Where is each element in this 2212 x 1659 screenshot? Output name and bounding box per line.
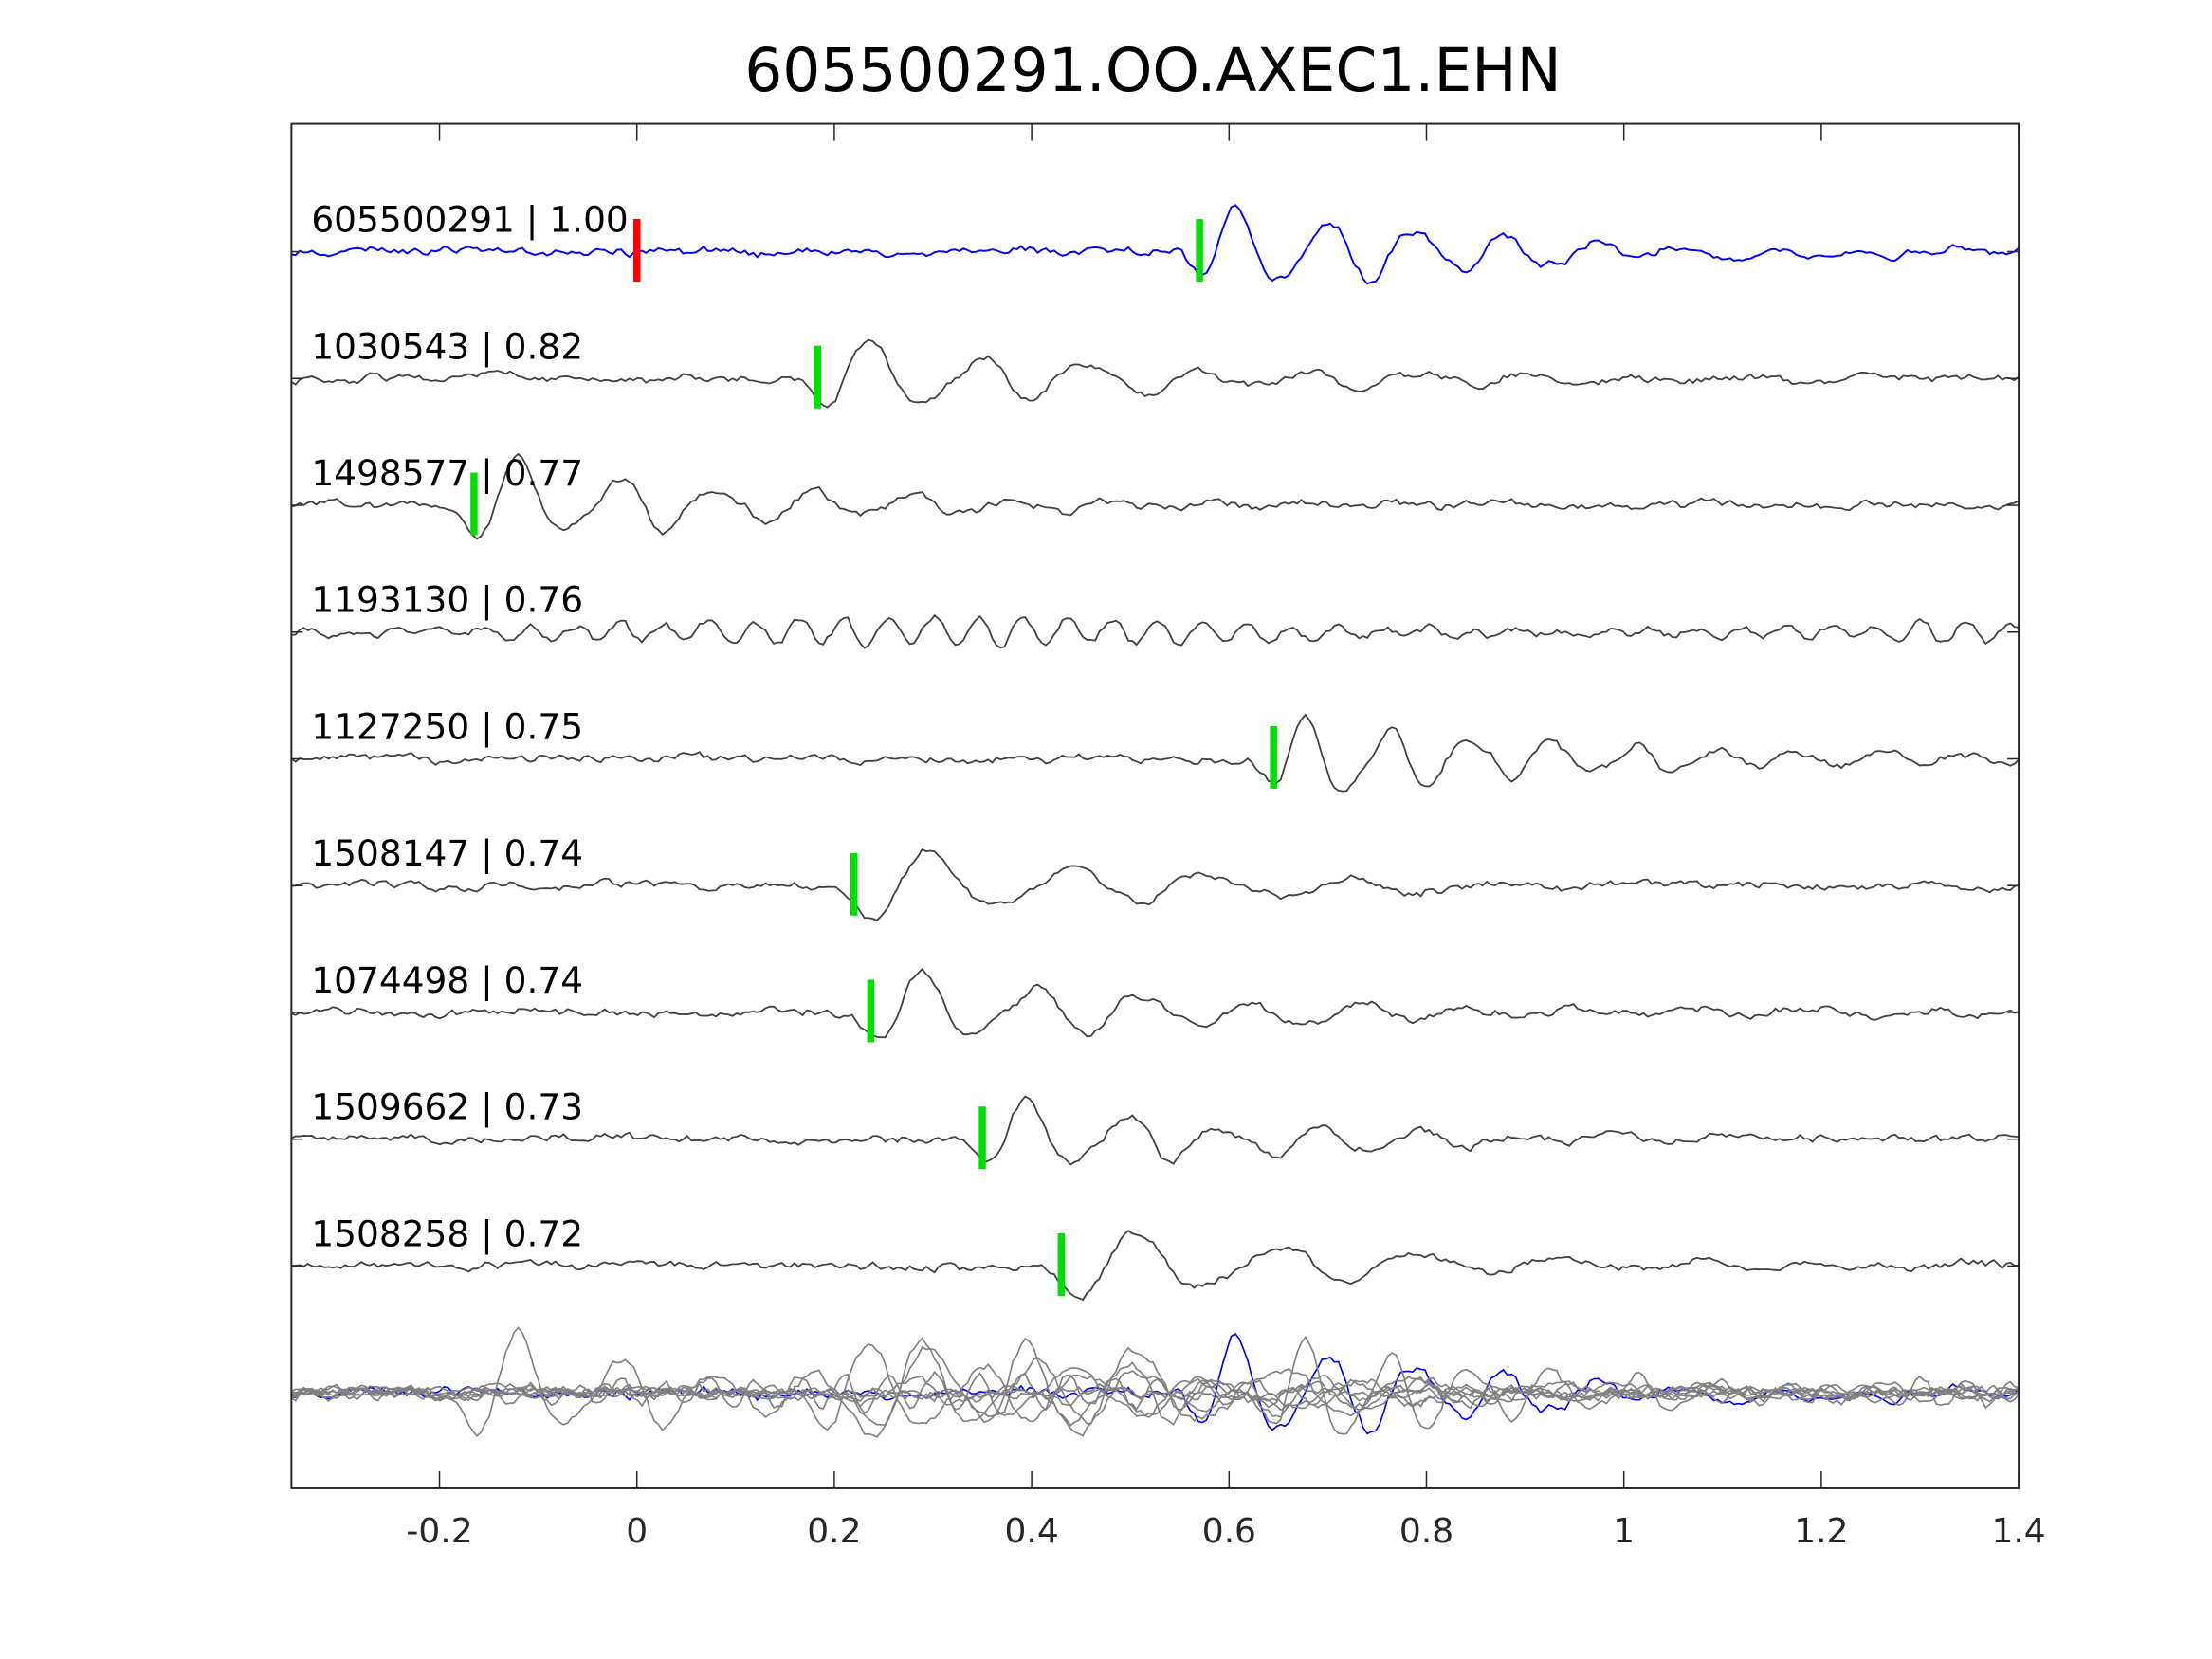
trace-label: 1193130 | 0.76 (311, 579, 583, 622)
x-tick-label: 0.4 (1005, 1512, 1059, 1551)
waveform-line (290, 713, 2020, 793)
trace-1127250: 1127250 | 0.75 (290, 705, 2020, 793)
trace-1509662: 1509662 | 0.73 (291, 1086, 2020, 1170)
pick-marker (814, 345, 821, 409)
trace-label: 1508147 | 0.74 (311, 832, 583, 875)
axes: -0.2 0 0.2 0.4 0.6 0.8 1 1.2 1.4 (290, 122, 2046, 1551)
stack-line-1508258 (291, 1346, 2020, 1437)
stack-line-1508147 (291, 1345, 2020, 1439)
trace-1498577: 1498577 | 0.77 (291, 452, 2020, 540)
trace-label: 1509662 | 0.73 (311, 1086, 583, 1129)
x-tick-label: 1.4 (1991, 1512, 2045, 1551)
pick-marker (867, 979, 875, 1043)
stack-line-1498577 (291, 1326, 2020, 1437)
pick-marker (1196, 219, 1203, 282)
trace-1508147: 1508147 | 0.74 (291, 832, 2020, 921)
stack-line-1509662 (290, 1337, 2020, 1427)
waveform-line (291, 1229, 2020, 1302)
pick-marker (1270, 725, 1277, 789)
waveform-line (290, 338, 2020, 409)
trace-label: 605500291 | 1.00 (311, 199, 628, 242)
stack-line-1030543 (290, 1342, 2020, 1431)
x-tick-label: 1 (1613, 1512, 1635, 1551)
waveform-line (291, 1095, 2020, 1166)
chart-title: 605500291.OO.AXEC1.EHN (744, 36, 1561, 105)
pick-marker (1057, 1232, 1066, 1296)
trace-label: 1074498 | 0.74 (311, 959, 583, 1002)
stack-overlay (290, 1326, 2020, 1439)
x-tick-label: 0.6 (1202, 1512, 1256, 1551)
trace-label: 1127250 | 0.75 (311, 705, 583, 748)
trace-1508258: 1508258 | 0.72 (291, 1212, 2020, 1302)
trace-1193130: 1193130 | 0.76 (291, 579, 2020, 649)
x-tick-label: 0.2 (807, 1512, 861, 1551)
waveform-line (291, 204, 2020, 285)
trace-label: 1498577 | 0.77 (311, 452, 583, 495)
waveform-line (291, 968, 2020, 1039)
trace-label: 1030543 | 0.82 (311, 325, 583, 368)
x-tick-label: 0 (626, 1512, 648, 1551)
pick-marker (978, 1106, 986, 1170)
traces-group: 605500291 | 1.00 1030543 | 0.82 1498577 | … (290, 199, 2020, 1302)
x-tick-label: 1.2 (1794, 1512, 1848, 1551)
x-tick-label: 0.8 (1399, 1512, 1453, 1551)
stack-line-605500291 (291, 1332, 2020, 1435)
trace-1074498: 1074498 | 0.74 (291, 959, 2020, 1043)
x-tick-label: -0.2 (406, 1512, 472, 1551)
trace-1030543: 1030543 | 0.82 (290, 325, 2020, 409)
reference-marker (632, 219, 641, 282)
pick-marker (850, 852, 858, 916)
trace-605500291: 605500291 | 1.00 (291, 199, 2020, 285)
trace-label: 1508258 | 0.72 (311, 1212, 583, 1255)
pick-marker (470, 472, 478, 536)
axes-box (290, 122, 2020, 1489)
stack-line-1127250 (290, 1335, 2020, 1435)
waveform-line (291, 848, 2020, 921)
stack-line-1074498 (291, 1337, 2020, 1426)
waveform-line (291, 613, 2020, 649)
waveform-line (291, 452, 2020, 540)
